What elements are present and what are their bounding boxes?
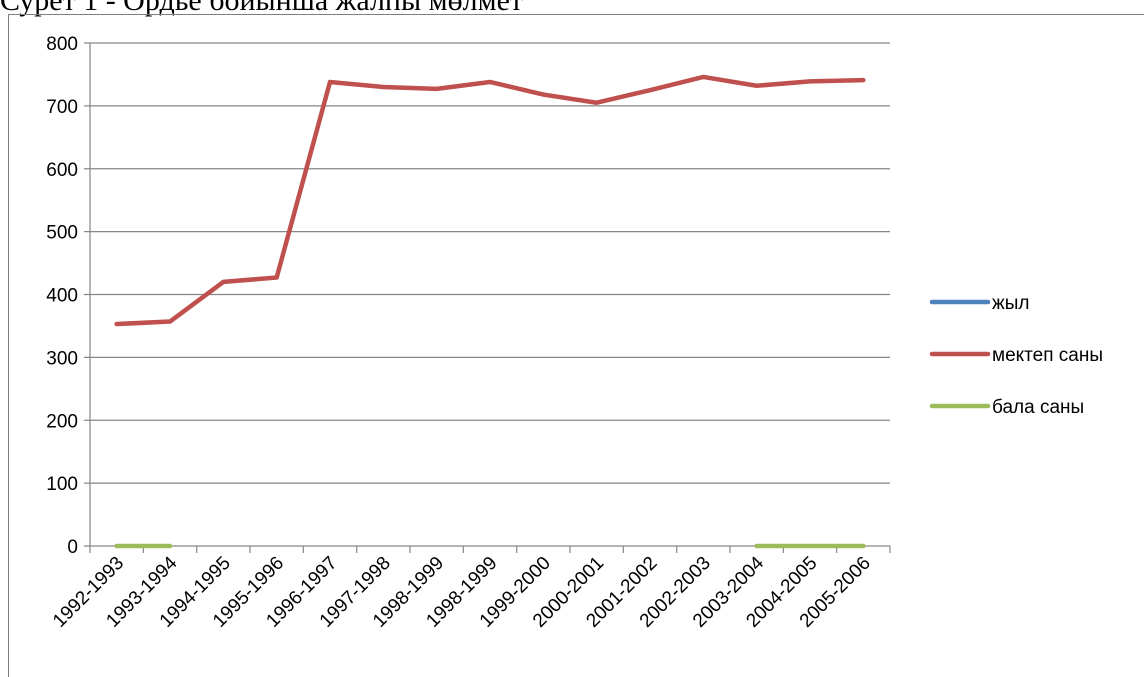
gridlines — [90, 42, 890, 484]
y-tick-label: 300 — [46, 348, 78, 369]
y-tick-label: 600 — [46, 160, 78, 181]
legend-label: жыл — [992, 293, 1029, 314]
y-tick-label: 500 — [46, 223, 78, 244]
y-tick-label: 200 — [46, 411, 78, 432]
y-tick-label: 0 — [67, 537, 78, 558]
figure-caption: Сурет 1 - Ордье бойынша жалпы мөлмет — [0, 0, 524, 17]
series-lines — [114, 74, 866, 549]
series-line — [114, 74, 866, 327]
y-axis-ticks: 0 100 200 300 400 500 600 700 800 — [46, 34, 90, 558]
legend: жыл мектеп саны бала саны — [929, 293, 1103, 418]
legend-label: мектеп саны — [992, 345, 1103, 366]
y-tick-label: 400 — [46, 286, 78, 307]
x-axis-ticks: 1992-19931993-19941994-19951995-19961996… — [49, 546, 891, 632]
y-tick-label: 700 — [46, 97, 78, 118]
y-tick-label: 800 — [46, 34, 78, 55]
y-tick-label: 100 — [46, 474, 78, 495]
chart-frame — [8, 14, 1144, 677]
legend-label: бала саны — [992, 397, 1084, 418]
